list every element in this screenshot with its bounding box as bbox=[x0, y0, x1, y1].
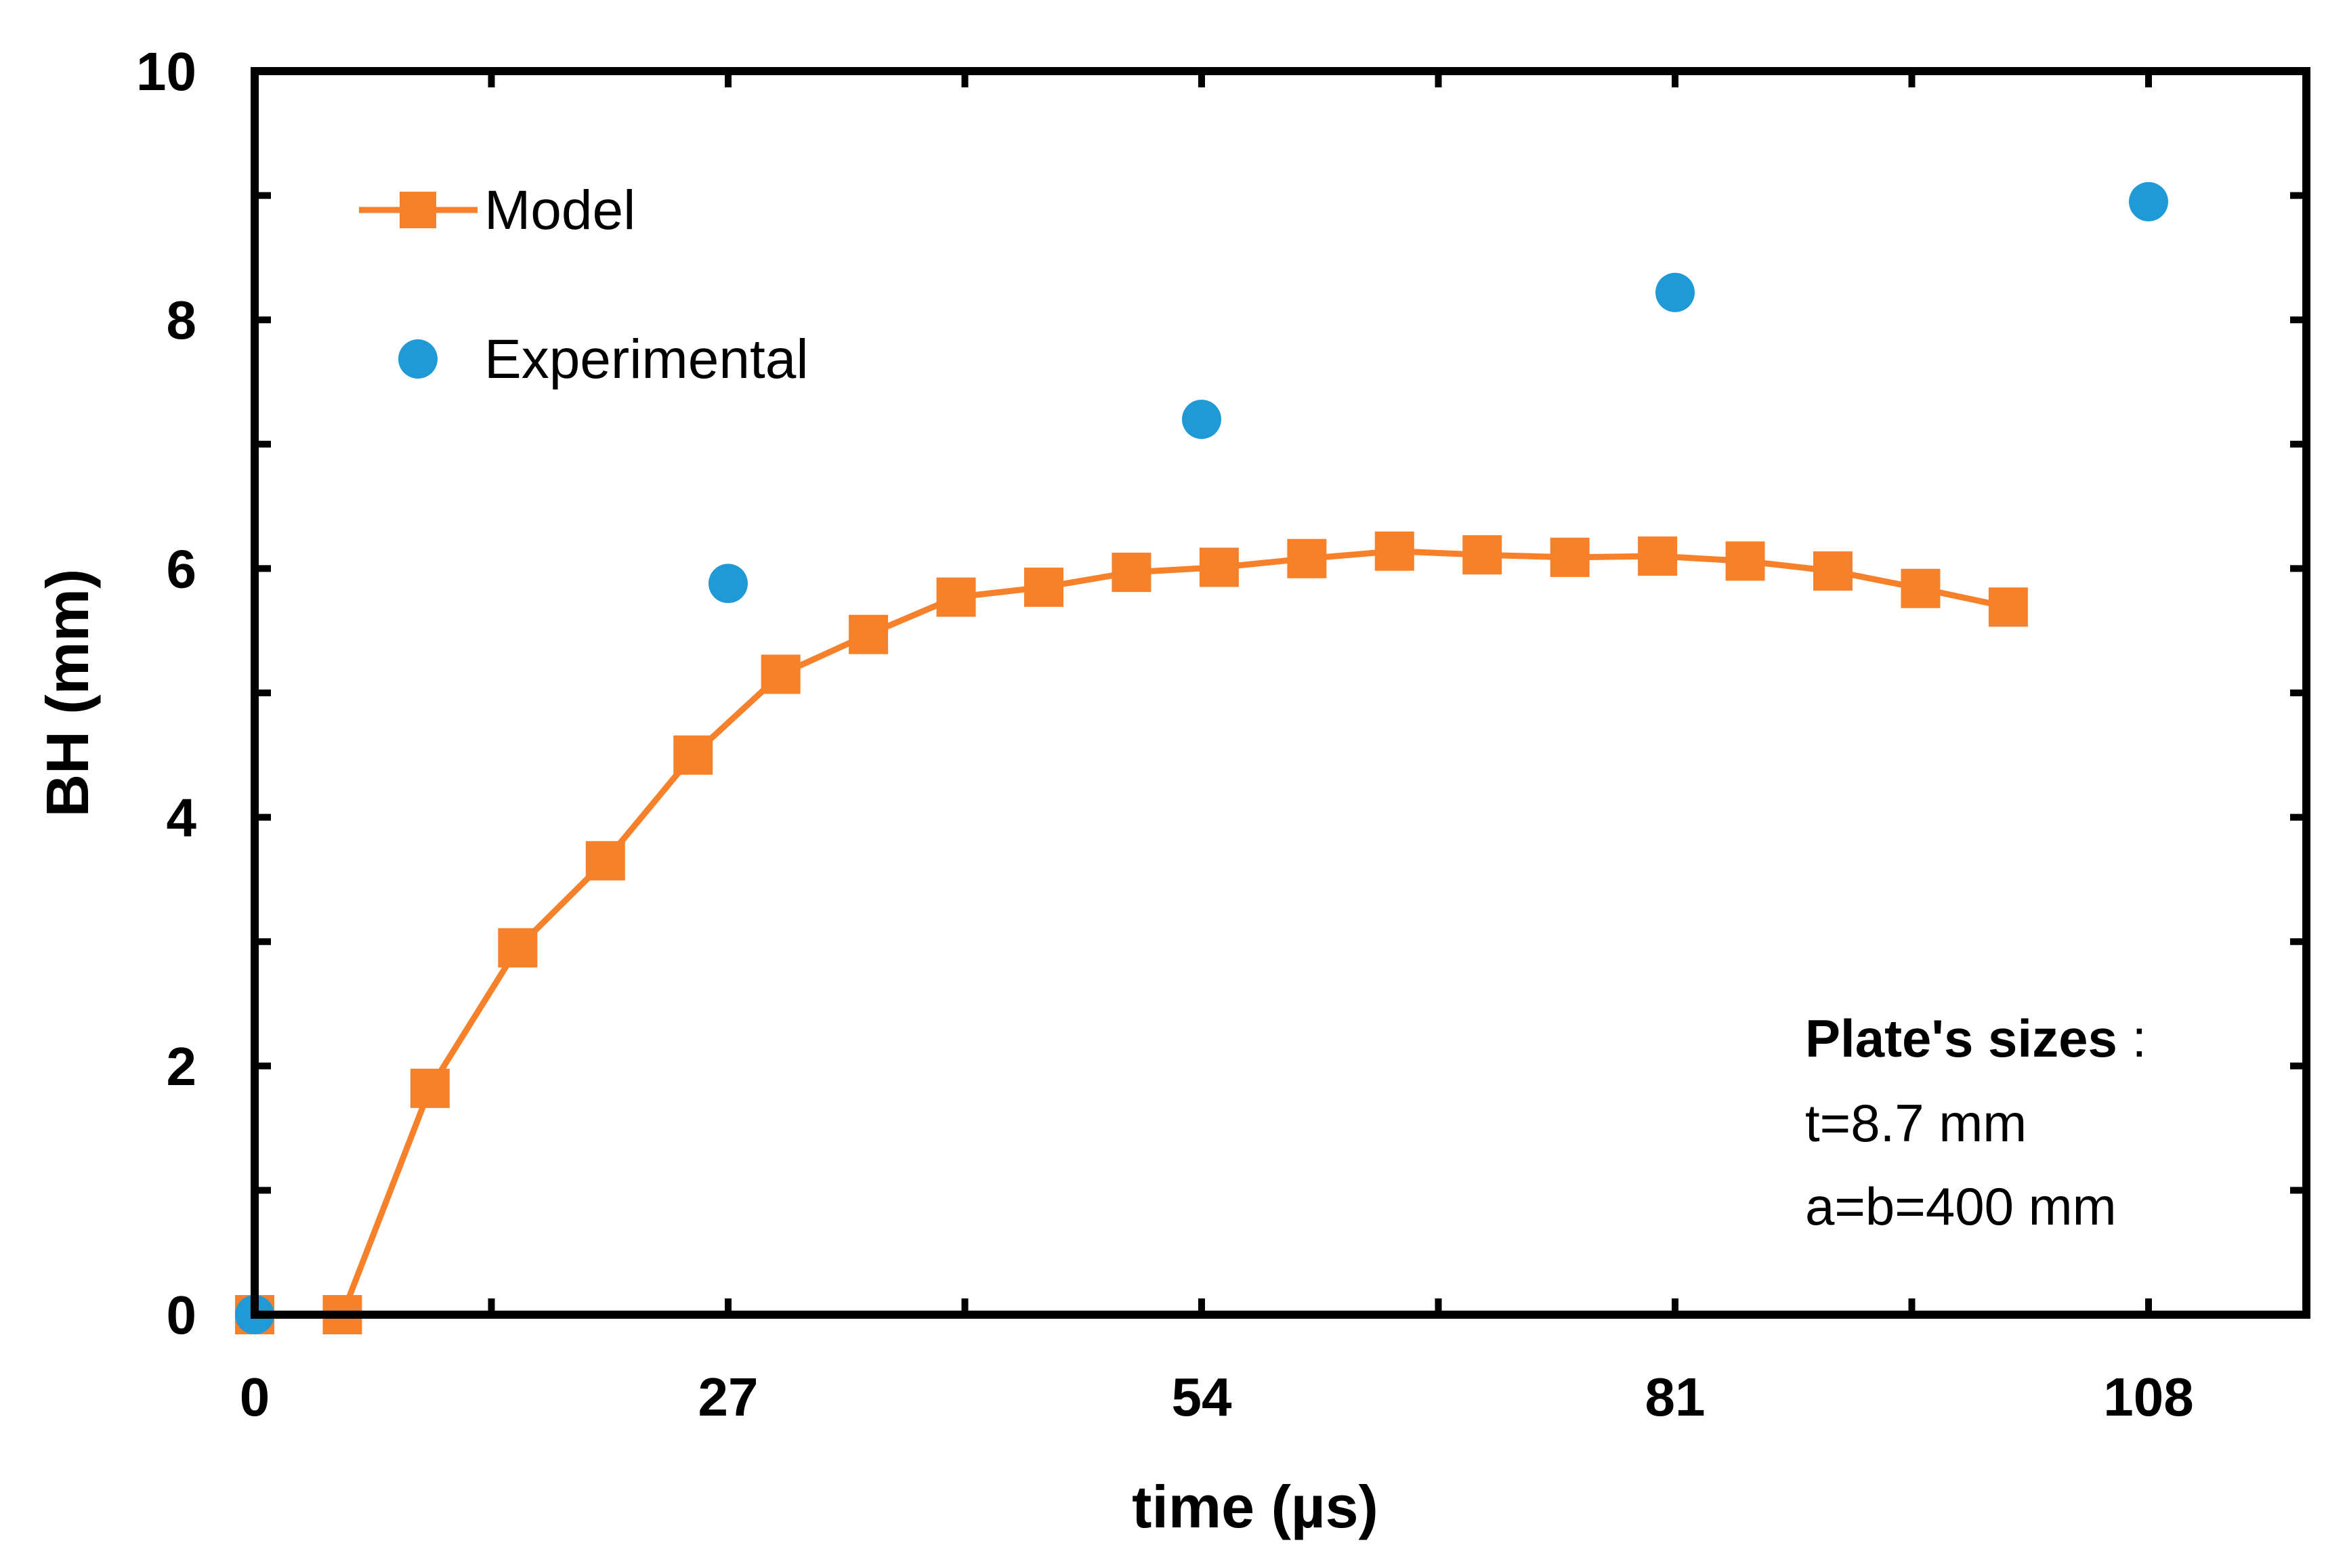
y-axis-title: BH (mm) bbox=[34, 569, 101, 818]
annotation-heading: Plate's sizes : bbox=[1805, 1009, 2147, 1068]
legend-model-label: Model bbox=[484, 179, 635, 241]
y-tick-label: 8 bbox=[167, 290, 197, 350]
legend: Model Experimental bbox=[359, 179, 809, 390]
experimental-point bbox=[709, 564, 748, 603]
model-point bbox=[410, 1068, 450, 1108]
tick-labels: 0 27 54 81 108 0 2 4 6 8 10 bbox=[136, 41, 2194, 1427]
plot-frame bbox=[251, 67, 2310, 1319]
x-tick-label: 0 bbox=[240, 1367, 270, 1427]
model-point bbox=[1112, 552, 1151, 592]
y-tick-label: 6 bbox=[167, 538, 197, 599]
model-point bbox=[849, 614, 889, 654]
model-point bbox=[1901, 568, 1941, 608]
annotation-heading-suffix: : bbox=[2117, 1009, 2147, 1068]
model-series-markers bbox=[235, 531, 2028, 1334]
legend-experimental-marker bbox=[398, 339, 438, 379]
model-point bbox=[1199, 547, 1239, 587]
model-point bbox=[498, 928, 538, 968]
model-point bbox=[1813, 551, 1853, 591]
model-point bbox=[1550, 537, 1590, 577]
x-tick-label: 108 bbox=[2103, 1367, 2193, 1427]
y-tick-label: 2 bbox=[167, 1036, 197, 1097]
model-point bbox=[1725, 541, 1765, 581]
annotation-heading-bold: Plate's sizes bbox=[1805, 1009, 2117, 1068]
x-axis-title: time (µs) bbox=[1132, 1473, 1378, 1540]
plate-sizes-annotation: Plate's sizes : t=8.7 mm a=b=400 mm bbox=[1805, 1009, 2147, 1236]
legend-model-marker bbox=[400, 192, 436, 228]
model-point bbox=[1024, 567, 1063, 607]
experimental-point bbox=[1182, 400, 1221, 440]
model-point bbox=[673, 735, 713, 775]
experimental-point bbox=[1655, 272, 1695, 312]
y-tick-label: 4 bbox=[167, 788, 197, 848]
annotation-dimensions: a=b=400 mm bbox=[1805, 1177, 2117, 1236]
model-point bbox=[1374, 531, 1414, 571]
x-tick-label: 54 bbox=[1172, 1367, 1232, 1427]
experimental-point bbox=[2129, 182, 2168, 221]
y-tick-label: 10 bbox=[136, 41, 196, 102]
annotation-thickness: t=8.7 mm bbox=[1805, 1093, 2027, 1153]
x-tick-label: 81 bbox=[1645, 1367, 1706, 1427]
model-point bbox=[936, 577, 976, 617]
model-point bbox=[761, 654, 801, 694]
model-point bbox=[1287, 538, 1327, 578]
model-point bbox=[1462, 535, 1502, 575]
x-tick-label: 27 bbox=[698, 1367, 759, 1427]
legend-experimental-label: Experimental bbox=[484, 329, 809, 390]
y-tick-label: 0 bbox=[167, 1285, 197, 1345]
model-point bbox=[1638, 536, 1678, 576]
model-point bbox=[585, 841, 625, 881]
experimental-series-markers bbox=[235, 182, 2168, 1334]
model-point bbox=[1988, 587, 2028, 627]
